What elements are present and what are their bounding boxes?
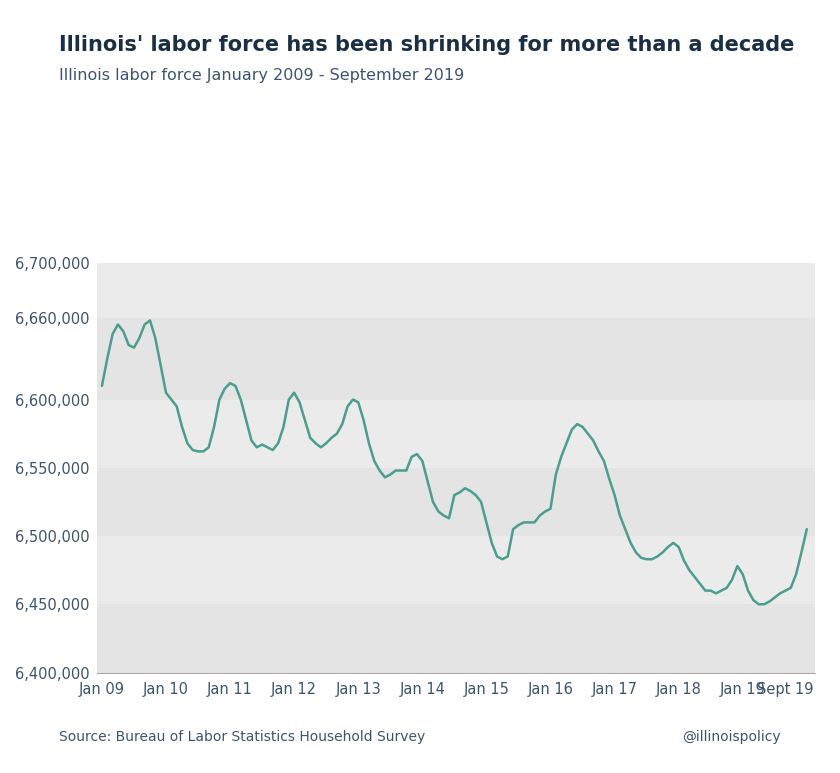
Bar: [97, 263, 815, 318]
Text: Illinois labor force January 2009 - September 2019: Illinois labor force January 2009 - Sept…: [59, 68, 464, 83]
Text: Illinois' labor force has been shrinking for more than a decade: Illinois' labor force has been shrinking…: [59, 35, 794, 55]
Text: Source: Bureau of Labor Statistics Household Survey: Source: Bureau of Labor Statistics House…: [59, 730, 425, 744]
Bar: [97, 536, 815, 604]
Bar: [97, 604, 815, 673]
Text: @illinoispolicy: @illinoispolicy: [683, 730, 781, 744]
Bar: [97, 468, 815, 536]
Bar: [97, 400, 815, 468]
Bar: [97, 318, 815, 400]
